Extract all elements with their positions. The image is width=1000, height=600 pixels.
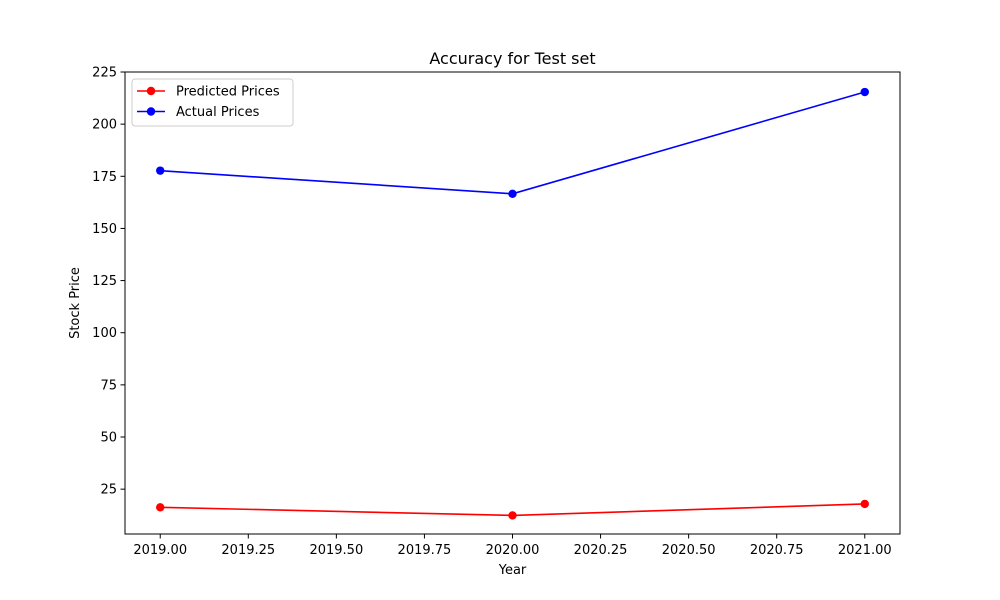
y-tick-label: 100 [92, 326, 117, 341]
x-axis-label: Year [498, 563, 527, 578]
y-tick-label: 125 [92, 274, 117, 289]
legend-label-predicted-prices: Predicted Prices [176, 85, 280, 100]
y-tick-label: 150 [92, 222, 117, 237]
y-tick-label: 225 [92, 66, 117, 81]
x-tick-label: 2020.50 [662, 543, 716, 558]
plot-area-frame [124, 71, 901, 535]
predicted-prices-point [860, 499, 869, 509]
x-tick-label: 2020.00 [486, 543, 540, 558]
x-tick-label: 2019.75 [398, 543, 452, 558]
plot-layer: 2019.00 2019.25 2019.50 2019.75 2020.00 2020.… [92, 66, 891, 559]
actual-prices-point [860, 87, 869, 97]
x-tick-label: 2021.00 [838, 543, 892, 558]
x-tick-label: 2019.50 [309, 543, 363, 558]
y-tick-label: 50 [100, 431, 117, 446]
predicted-prices-point [156, 503, 165, 512]
x-tick-label: 2020.25 [574, 543, 628, 558]
legend-label-actual-prices: Actual Prices [176, 105, 260, 120]
y-axis-label: Stock Price [68, 267, 83, 339]
y-tick-label: 200 [92, 118, 117, 133]
legend-marker-predicted-prices [146, 86, 156, 96]
x-tick-label: 2019.25 [221, 543, 275, 558]
predicted-prices-point [508, 511, 517, 520]
actual-prices-point [508, 189, 517, 199]
chart-title: Accuracy for Test set [429, 49, 595, 68]
y-tick-label: 75 [100, 378, 117, 393]
y-tick-label: 175 [92, 170, 117, 185]
legend-marker-actual-prices [146, 107, 156, 116]
x-tick-label: 2020.75 [750, 543, 804, 558]
legend: Predicted Prices Actual Prices [131, 78, 294, 127]
x-tick-label: 2019.00 [133, 543, 187, 558]
legend-box [131, 78, 294, 127]
actual-prices-point [156, 166, 165, 175]
y-tick-label: 25 [100, 483, 117, 498]
